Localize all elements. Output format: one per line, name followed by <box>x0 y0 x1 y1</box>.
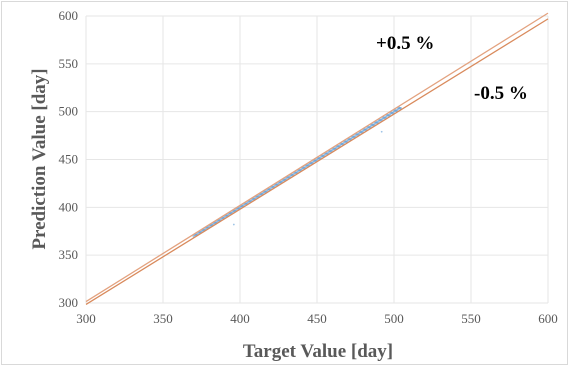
y-tick-450: 450 <box>59 152 79 167</box>
y-tick-labels: 300 350 400 450 500 550 600 <box>59 8 79 310</box>
reference-line-plus <box>85 12 549 303</box>
y-tick-600: 600 <box>59 8 79 23</box>
grid-lines <box>85 15 549 304</box>
y-axis-title: Prediction Value [day] <box>29 68 50 249</box>
x-tick-600: 600 <box>538 311 558 326</box>
y-tick-350: 350 <box>59 247 79 262</box>
annotation-plus: +0.5 % <box>376 33 434 54</box>
x-tick-labels: 300 350 400 450 500 550 600 <box>76 311 558 326</box>
x-tick-450: 450 <box>307 311 327 326</box>
x-tick-350: 350 <box>153 311 173 326</box>
x-tick-500: 500 <box>384 311 404 326</box>
outlier-point-1 <box>380 130 383 133</box>
y-tick-300: 300 <box>59 295 79 310</box>
x-axis-title: Target Value [day] <box>243 341 393 362</box>
x-tick-550: 550 <box>461 311 481 326</box>
scatter-points <box>192 106 403 238</box>
outlier-point-0 <box>232 223 235 226</box>
annotation-minus: -0.5 % <box>474 83 528 104</box>
reference-line-minus <box>85 18 549 305</box>
y-tick-550: 550 <box>59 56 79 71</box>
x-tick-300: 300 <box>76 311 96 326</box>
x-tick-400: 400 <box>230 311 250 326</box>
y-tick-400: 400 <box>59 199 79 214</box>
reference-lines <box>85 12 549 305</box>
y-tick-500: 500 <box>59 104 79 119</box>
